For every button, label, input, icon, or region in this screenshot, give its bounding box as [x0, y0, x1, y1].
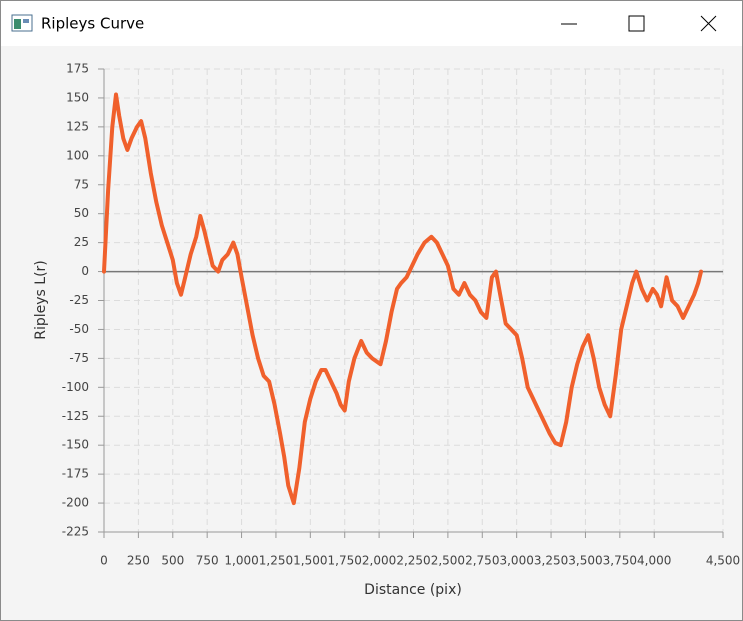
y-tick-label: 75: [74, 177, 89, 191]
y-tick-label: -200: [62, 496, 89, 510]
x-tick-label: 3,500: [568, 554, 602, 568]
x-tick-label: 750: [196, 554, 219, 568]
y-tick-label: -75: [69, 351, 89, 365]
maximize-button[interactable]: [628, 15, 645, 32]
y-tick-label: 25: [74, 235, 89, 249]
x-tick-label: 500: [161, 554, 184, 568]
x-tick-label: 2,000: [362, 554, 396, 568]
y-tick-label: -50: [69, 322, 89, 336]
data-line: [102, 92, 703, 506]
close-button[interactable]: [700, 15, 717, 32]
y-tick-label: 175: [66, 62, 89, 76]
y-tick-label: 50: [74, 206, 89, 220]
x-tick-label: 3,000: [499, 554, 533, 568]
y-tick-label: 150: [66, 90, 89, 104]
y-axis-title: Ripleys L(r): [33, 260, 49, 340]
x-axis-title: Distance (pix): [364, 582, 462, 598]
y-tick-label: 100: [66, 148, 89, 162]
y-tick-label: -150: [62, 438, 89, 452]
x-tick-label: 1,250: [259, 554, 293, 568]
y-tick-label: 0: [81, 264, 89, 278]
x-tick-label: 1,000: [224, 554, 258, 568]
y-tick-label: -25: [69, 293, 89, 307]
x-tick-label: 4,000: [637, 554, 671, 568]
x-tick-label: 3,750: [603, 554, 637, 568]
title-bar: [1, 1, 742, 46]
x-tick-label: 4,500: [706, 554, 740, 568]
y-tick-label: 125: [66, 119, 89, 133]
x-tick-label: 1,500: [293, 554, 327, 568]
x-tick-label: 250: [127, 554, 150, 568]
y-tick-label: -175: [62, 467, 89, 481]
x-tick-label: 2,750: [465, 554, 499, 568]
x-tick-label: 3,250: [534, 554, 568, 568]
app-icon: [11, 14, 33, 32]
x-tick-label: 1,750: [328, 554, 362, 568]
y-tick-label: -225: [62, 525, 89, 539]
y-tick-label: -125: [62, 409, 89, 423]
x-tick-label: 2,500: [431, 554, 465, 568]
x-tick-label: 0: [100, 554, 108, 568]
window-title: Ripleys Curve: [41, 15, 144, 33]
y-tick-label: -100: [62, 380, 89, 394]
x-tick-label: 2,250: [396, 554, 430, 568]
